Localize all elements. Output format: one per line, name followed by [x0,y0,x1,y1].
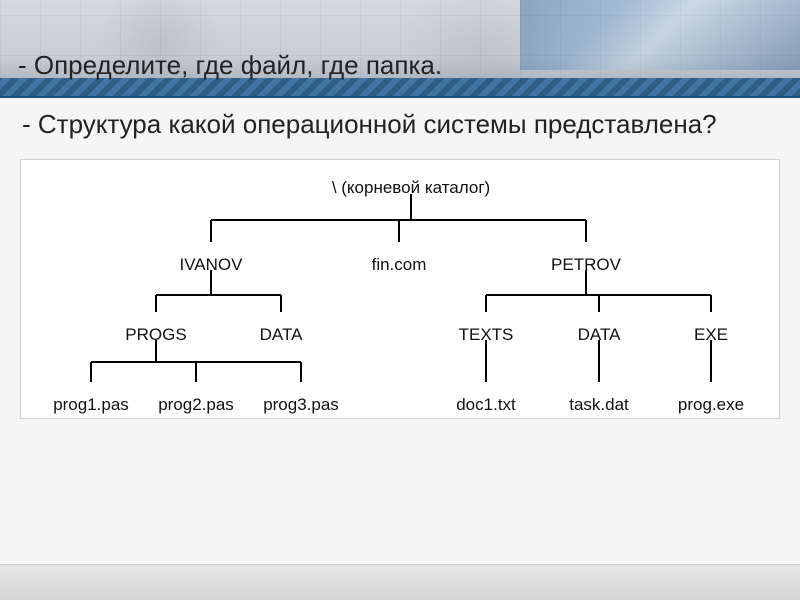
tree-node-data2: DATA [578,325,621,345]
file-tree-diagram: \ (корневой каталог) IVANOV fin.com PETROV P… [20,159,780,419]
tree-node-doc1: doc1.txt [456,395,516,415]
title-question-2: - Структура какой операционной системы п… [0,98,800,141]
tree-node-p1: prog1.pas [53,395,129,415]
tree-node-texts: TEXTS [459,325,514,345]
tree-node-progs: PROGS [125,325,186,345]
header-band: - Определите, где файл, где папка. [0,0,800,98]
title-question-1: - Определите, где файл, где папка. [18,50,442,81]
tree-node-p3: prog3.pas [263,395,339,415]
tree-connector-lines [21,160,779,420]
tree-node-fincom: fin.com [372,255,427,275]
tree-node-data1: DATA [260,325,303,345]
tree-node-ivanov: IVANOV [180,255,243,275]
tree-node-progexe: prog.exe [678,395,744,415]
tree-node-p2: prog2.pas [158,395,234,415]
footer-band [0,564,800,600]
tree-node-task: task.dat [569,395,629,415]
tree-node-root: \ (корневой каталог) [332,178,490,198]
tree-node-exe: EXE [694,325,728,345]
tree-node-petrov: PETROV [551,255,621,275]
header-glass-panel [520,0,800,70]
